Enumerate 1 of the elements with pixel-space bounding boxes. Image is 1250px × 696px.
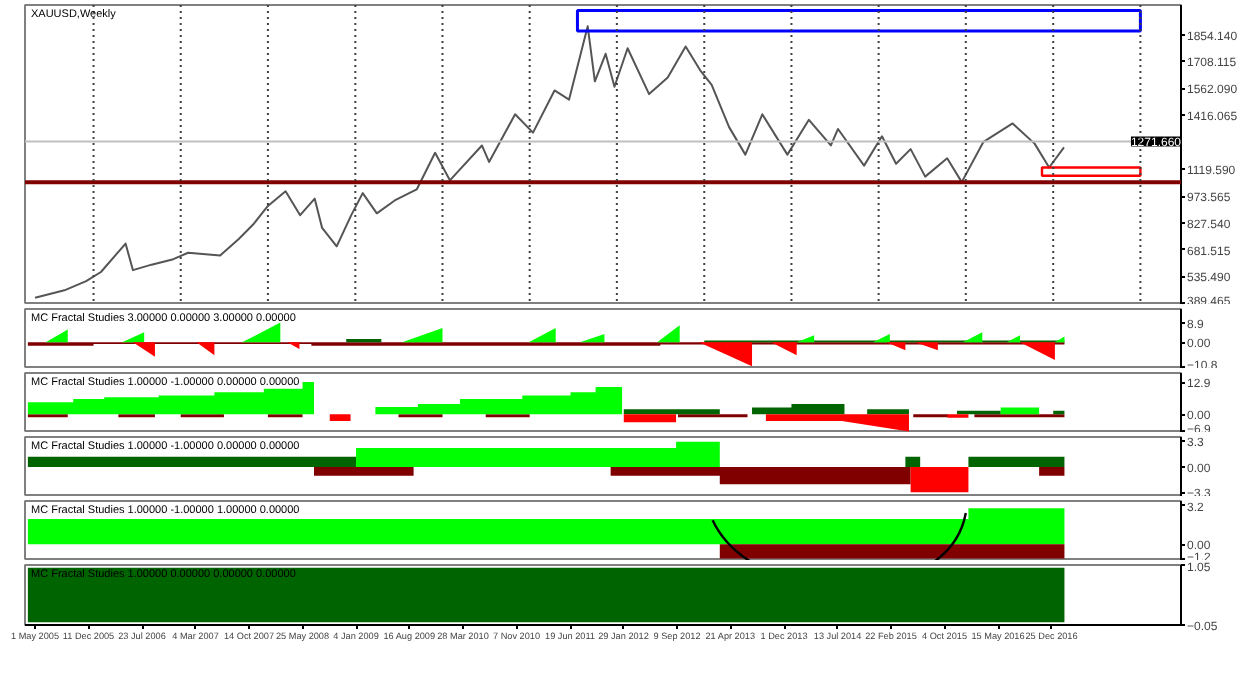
line-series [34,25,1065,299]
